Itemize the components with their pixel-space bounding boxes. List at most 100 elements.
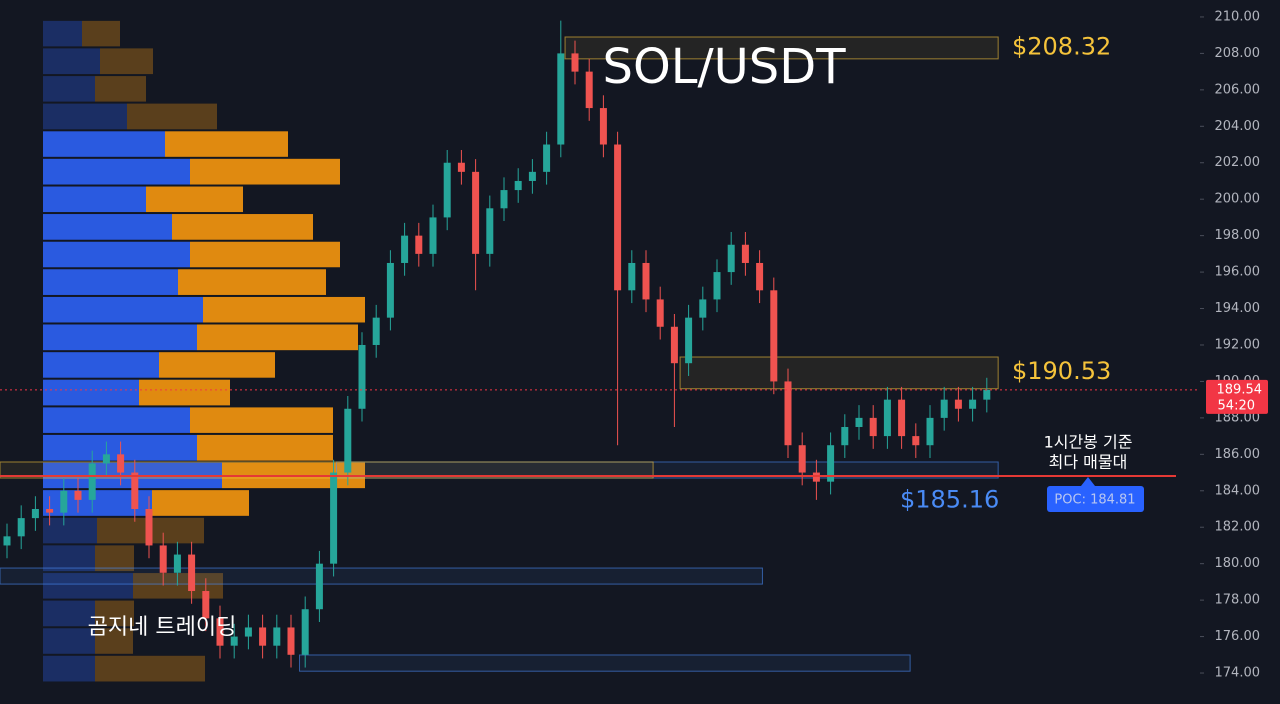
y-tick-label: 206.00 [1215,82,1261,97]
last-price-label: 189.54 [1217,382,1263,397]
candle-body [969,399,977,409]
candle-body [656,299,664,327]
profile-sell [146,186,243,213]
poc-note: 1시간봉 기준 [1044,433,1133,452]
candle-body [202,591,210,619]
profile-sell [152,490,249,516]
profile-buy [43,214,172,240]
profile-buy [43,655,95,682]
zone-label: $185.16 [900,486,999,514]
zone [564,36,999,60]
profile-buy [43,352,159,378]
candle-body [244,627,252,637]
y-tick-label: 202.00 [1215,155,1261,170]
candle-body [954,399,962,409]
candle-body [173,554,181,573]
y-tick-label: 174.00 [1215,666,1261,681]
candle-body [898,399,906,437]
candle-body [188,554,196,592]
profile-sell [197,434,333,461]
candle-body [31,509,39,519]
poc-pointer [1081,477,1095,486]
y-tick-label: 184.00 [1215,483,1261,498]
candle-body [415,235,423,254]
candle-body [727,244,735,273]
candle-body [386,262,394,318]
candle-body [301,609,309,655]
candle-body [315,563,323,610]
candle-body [60,490,68,513]
candle-body [46,509,54,513]
profile-sell [95,600,134,627]
candle-body [486,208,494,254]
candle-body [812,472,820,482]
candle-body [912,436,920,446]
profile-sell [82,20,120,47]
candle-body [827,445,835,482]
profile-buy [43,324,197,351]
candle-body [102,454,110,464]
candle-body [401,235,409,263]
profile-buy [43,628,95,654]
profile-sell [178,269,326,295]
poc-note: 최다 매물대 [1049,453,1128,472]
candle-body [883,399,891,437]
profile-buy [43,545,95,572]
profile-sell [197,324,358,351]
candle-body [500,190,508,209]
candle-body [557,53,565,145]
candle-body [685,317,693,364]
candle-body [443,162,451,218]
candle-body [798,445,806,473]
y-tick-label: 178.00 [1215,593,1261,608]
zone [299,654,911,672]
y-tick-label: 182.00 [1215,520,1261,535]
profile-buy [43,76,95,102]
profile-sell [203,296,365,323]
profile-sell [127,103,217,130]
profile-buy [43,131,165,157]
profile-buy [43,186,146,213]
candle-body [756,262,764,291]
poc-box [1047,486,1144,512]
profile-buy [43,48,100,75]
y-tick-label: 188.00 [1215,410,1261,425]
candle-body [514,180,522,191]
candle-body [628,262,636,291]
candle-body [344,408,352,473]
candle-body [699,299,707,318]
y-tick-label: 194.00 [1215,301,1261,316]
candle-body [457,162,465,172]
zone-label: $190.53 [1012,357,1111,385]
chart-title: SOL/USDT [602,39,846,95]
candle-body [670,326,678,364]
candle-body [117,454,125,473]
watermark: 곰지네 트레이딩 [88,615,237,640]
candle-body [940,399,948,418]
countdown-label: 54:20 [1218,398,1255,413]
candle-body [273,627,281,646]
y-tick-label: 210.00 [1215,9,1261,24]
candle-body [472,171,480,254]
candles [3,20,991,668]
y-tick-label: 186.00 [1215,447,1261,462]
profile-buy [43,573,133,599]
zone [0,461,654,479]
last-price-box [1206,379,1268,414]
candle-body [614,144,622,291]
candle-body [741,244,749,263]
candle-body [145,509,153,546]
profile-buy [43,407,190,433]
candle-body [599,108,607,145]
profile-sell [139,379,230,406]
profile-buy [43,241,190,268]
candle-body [869,417,877,437]
profile-buy [43,20,82,47]
y-tick-label: 208.00 [1215,46,1261,61]
y-tick-label: 200.00 [1215,192,1261,207]
candle-body [330,472,338,564]
volume-profile [43,20,365,682]
